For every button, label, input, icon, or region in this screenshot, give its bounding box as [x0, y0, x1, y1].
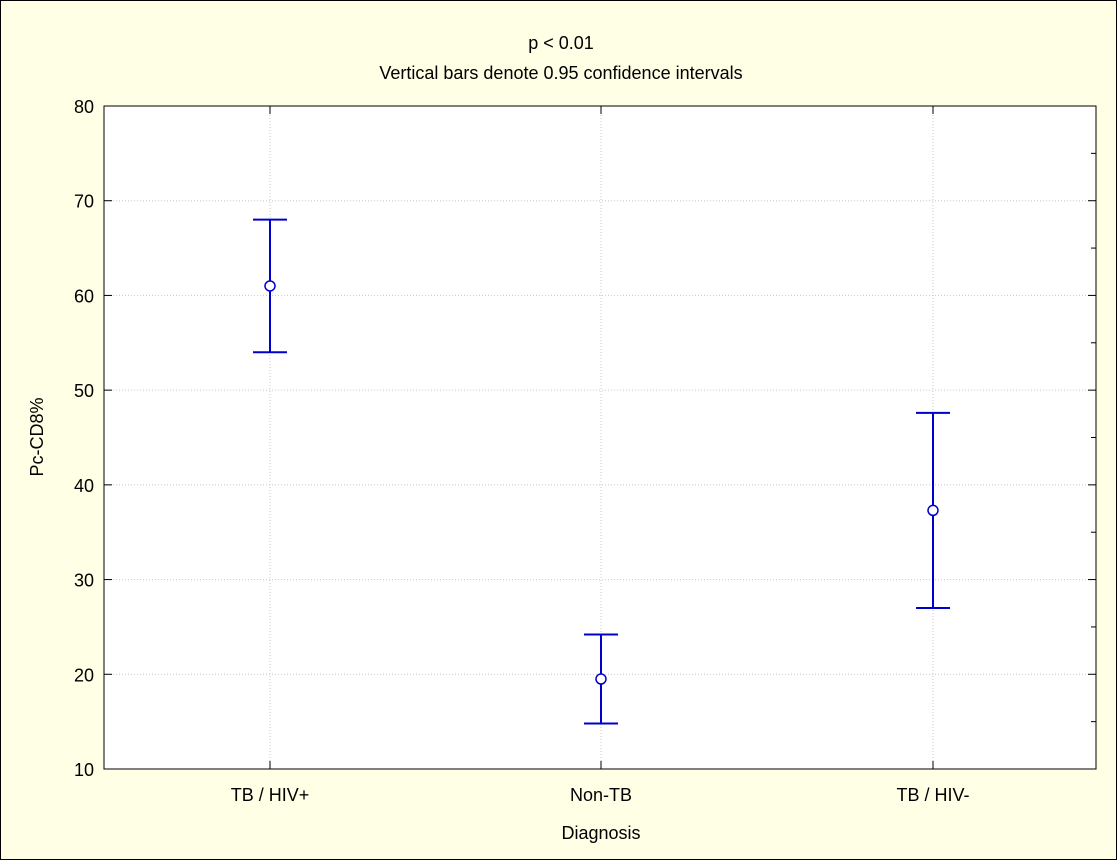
y-tick-label: 10 [74, 760, 94, 780]
y-tick-label: 80 [74, 97, 94, 117]
x-axis-label: Diagnosis [561, 823, 640, 843]
mean-point [927, 504, 939, 517]
y-tick-label: 70 [74, 192, 94, 212]
y-tick-label: 20 [74, 665, 94, 685]
grid-layer [104, 106, 1096, 769]
chart-subtitle: Vertical bars denote 0.95 confidence int… [379, 63, 742, 83]
y-tick-label: 60 [74, 286, 94, 306]
x-tick-label: TB / HIV- [896, 785, 969, 805]
axis-layer: 10 20 30 40 50 60 70 80 TB / HIV+ Non-TB TB / HIV- [74, 97, 1096, 805]
x-tick-label: TB / HIV+ [231, 785, 310, 805]
chart-title: p < 0.01 [528, 33, 594, 53]
mean-point [595, 673, 607, 685]
y-axis-label: Pc-CD8% [27, 397, 47, 476]
mean-point [264, 280, 276, 292]
x-tick-label: Non-TB [570, 785, 632, 805]
y-tick-label: 30 [74, 571, 94, 591]
marks-layer [253, 218, 950, 725]
y-tick-label: 40 [74, 476, 94, 496]
y-tick-label: 50 [74, 381, 94, 401]
